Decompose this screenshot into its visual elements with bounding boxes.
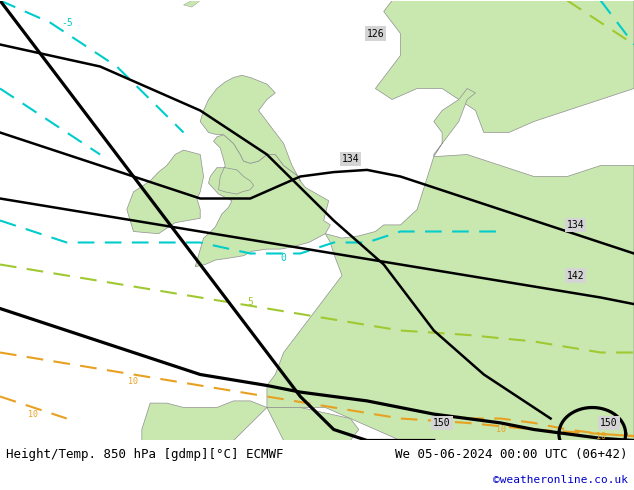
Text: 10: 10 [595, 432, 605, 441]
Text: 150: 150 [600, 418, 618, 428]
Text: 134: 134 [567, 220, 585, 230]
Text: 134: 134 [342, 154, 359, 164]
Polygon shape [183, 0, 200, 7]
Text: 142: 142 [567, 270, 585, 280]
Polygon shape [434, 89, 476, 157]
Text: We 05-06-2024 00:00 UTC (06+42): We 05-06-2024 00:00 UTC (06+42) [395, 447, 628, 461]
Text: 150: 150 [433, 418, 451, 428]
Polygon shape [142, 401, 359, 441]
Text: 126: 126 [366, 28, 384, 39]
Polygon shape [127, 150, 204, 234]
Text: Height/Temp. 850 hPa [gdmp][°C] ECMWF: Height/Temp. 850 hPa [gdmp][°C] ECMWF [6, 447, 284, 461]
Text: 10: 10 [496, 425, 505, 434]
Text: 0: 0 [281, 253, 287, 263]
Polygon shape [200, 75, 301, 181]
Polygon shape [267, 154, 634, 441]
Polygon shape [195, 135, 330, 267]
Text: -5: -5 [61, 18, 73, 27]
Text: 10: 10 [129, 377, 138, 386]
Text: ©weatheronline.co.uk: ©weatheronline.co.uk [493, 475, 628, 485]
Polygon shape [375, 0, 634, 132]
Text: 5: 5 [247, 297, 253, 307]
Text: 10: 10 [29, 410, 39, 418]
